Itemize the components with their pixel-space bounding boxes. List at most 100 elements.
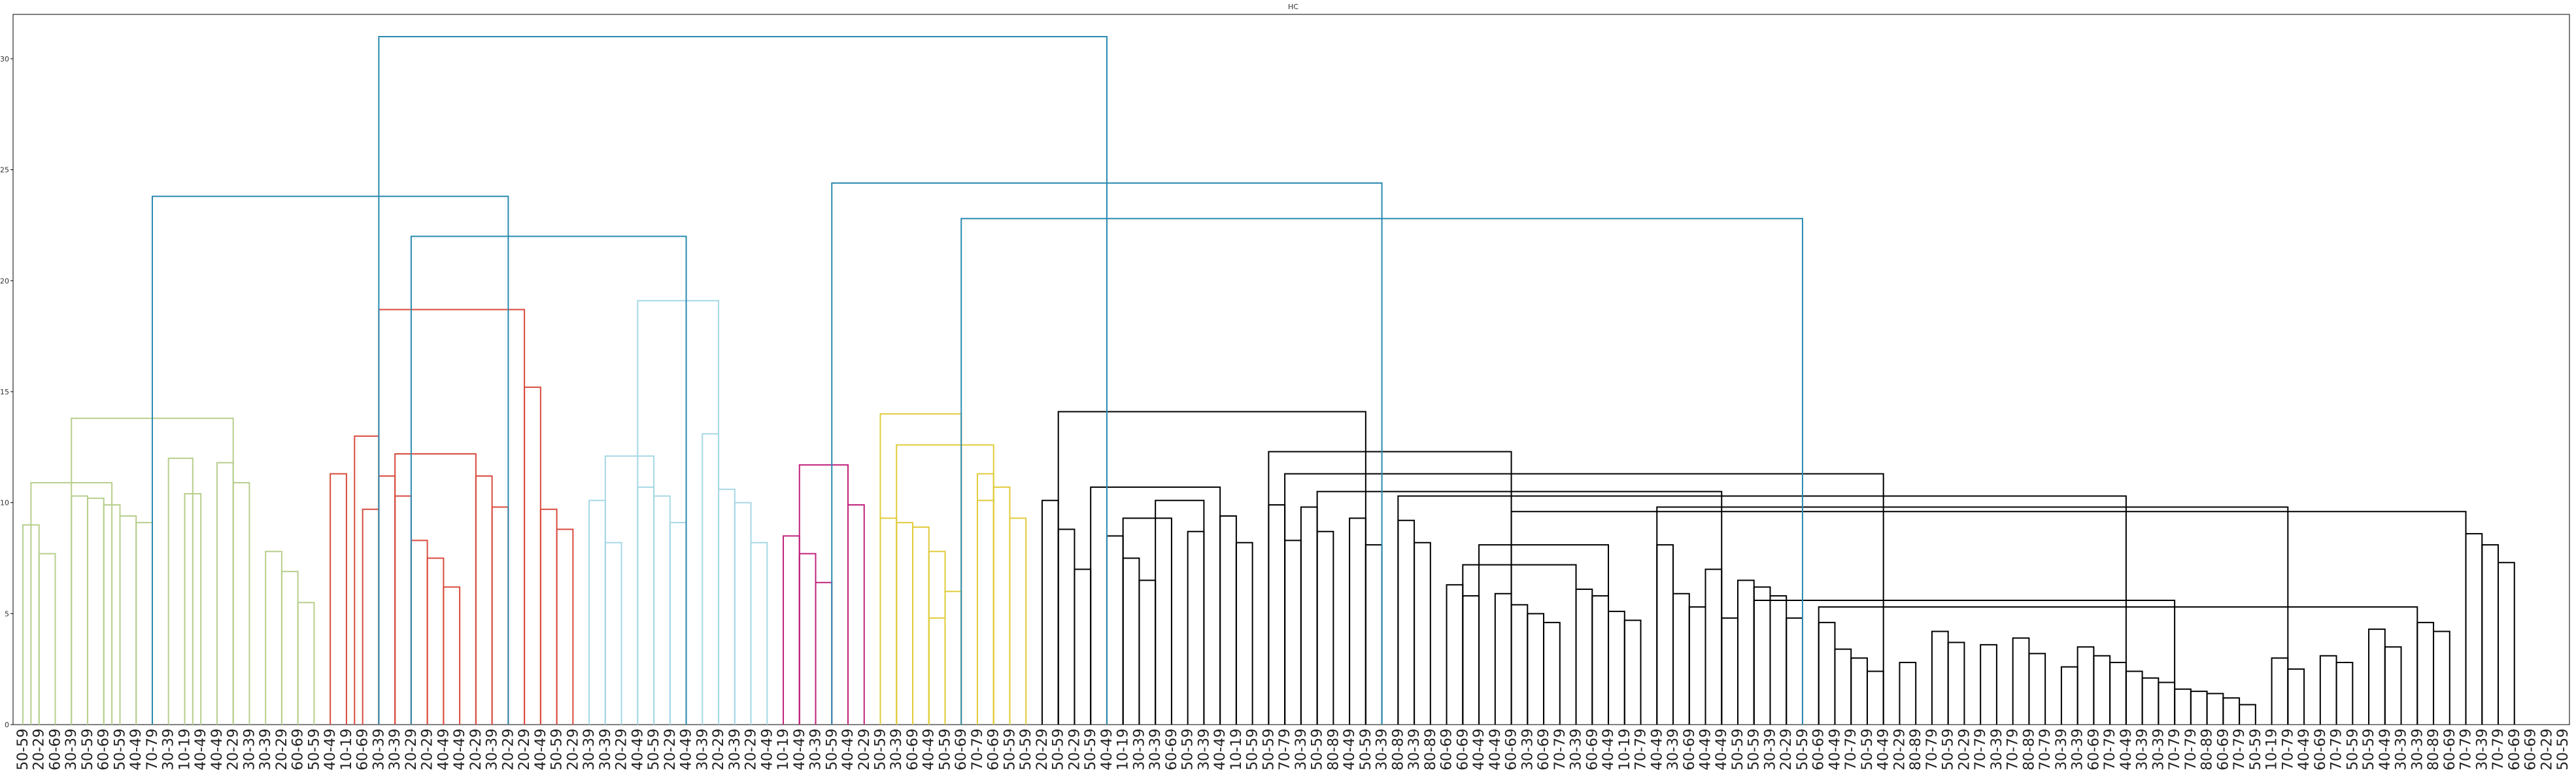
dendrogram-link-black bbox=[2109, 661, 2127, 725]
leaf-label: 60-69 bbox=[1455, 729, 1471, 770]
dendrogram-link-black bbox=[1543, 621, 1561, 725]
leaf-label: 60-69 bbox=[1682, 729, 1698, 770]
leaf-label: 60-69 bbox=[355, 729, 371, 770]
leaf-label: 70-79 bbox=[2329, 729, 2345, 770]
dendrogram-link-lightblue bbox=[588, 500, 606, 725]
dendrogram-link-black bbox=[2287, 668, 2305, 725]
leaf-label: 60-69 bbox=[47, 729, 63, 770]
dendrogram-link-green bbox=[86, 497, 105, 725]
leaf-label: 40-49 bbox=[1876, 729, 1892, 770]
y-tick-label: 15 bbox=[0, 388, 9, 396]
dendrogram-link-black bbox=[1656, 544, 1674, 725]
leaf-label: 80-89 bbox=[1423, 729, 1439, 770]
dendrogram-link-lightblue bbox=[718, 489, 736, 725]
leaf-label: 40-49 bbox=[1342, 729, 1358, 770]
leaf-label: 30-39 bbox=[1406, 729, 1423, 770]
dendrogram-link-black bbox=[1834, 648, 1852, 725]
dendrogram-link-green bbox=[71, 495, 88, 725]
dendrogram-link-red bbox=[556, 528, 574, 725]
dendrogram-link-black bbox=[1122, 557, 1140, 725]
dendrogram-link-black bbox=[1656, 506, 2289, 725]
dendrogram-link-black bbox=[2384, 646, 2402, 725]
dendrogram-link-red bbox=[539, 508, 558, 725]
leaf-label: 30-39 bbox=[2150, 729, 2167, 770]
dendrogram-link-black bbox=[2433, 630, 2450, 725]
leaf-label: 40-49 bbox=[322, 729, 339, 770]
dendrogram-link-black bbox=[1122, 517, 1172, 725]
leaf-label: 20-29 bbox=[517, 729, 533, 770]
dendrogram-link-black bbox=[1786, 617, 1803, 725]
dendrogram-link-black bbox=[1753, 586, 1771, 725]
leaf-label: 30-39 bbox=[2054, 729, 2070, 770]
leaf-label: 40-49 bbox=[2377, 729, 2394, 770]
leaf-label: 20-29 bbox=[743, 729, 760, 770]
dendrogram-link-top bbox=[378, 35, 1108, 725]
leaf-label: 30-39 bbox=[1762, 729, 1778, 770]
leaf-label: 30-39 bbox=[581, 729, 598, 770]
dendrogram-link-yellow bbox=[896, 522, 913, 725]
dendrogram-link-black bbox=[1818, 606, 2418, 725]
leaf-label: 30-39 bbox=[598, 729, 614, 770]
dendrogram-link-black bbox=[1494, 593, 1512, 725]
leaf-label: 30-39 bbox=[1568, 729, 1585, 770]
leaf-label: 30-39 bbox=[161, 729, 177, 770]
leaf-label: 30-39 bbox=[241, 729, 258, 770]
dendrogram-link-black bbox=[1235, 541, 1253, 725]
dendrogram-link-green bbox=[280, 570, 299, 725]
dendrogram-link-red bbox=[378, 309, 526, 725]
dendrogram-link-black bbox=[1138, 579, 1157, 725]
leaf-label: 70-79 bbox=[970, 729, 986, 770]
dendrogram-link-black bbox=[1980, 644, 1997, 725]
dendrogram-link-black bbox=[2206, 693, 2224, 725]
leaf-label: 40-49 bbox=[1827, 729, 1843, 770]
leaf-label: 20-29 bbox=[2539, 729, 2555, 770]
leaf-label: 60-69 bbox=[1439, 729, 1455, 770]
dendrogram-link-red bbox=[475, 475, 493, 725]
dendrogram-link-black bbox=[1850, 657, 1868, 725]
dendrogram-link-black bbox=[2319, 655, 2337, 725]
dendrogram-link-black bbox=[1397, 519, 1415, 725]
dendrogram-link-black bbox=[1623, 619, 1642, 725]
leaf-label: 50-59 bbox=[1018, 729, 1034, 770]
leaf-label: 70-79 bbox=[144, 729, 161, 770]
leaf-label: 50-59 bbox=[1940, 729, 1957, 770]
leaf-label: 70-79 bbox=[1924, 729, 1940, 770]
leaf-label: 60-69 bbox=[1811, 729, 1827, 770]
leaf-label: 30-39 bbox=[2394, 729, 2410, 770]
dendrogram-link-red bbox=[394, 453, 477, 725]
leaf-label: 50-59 bbox=[1795, 729, 1811, 770]
dendrogram-link-black bbox=[1090, 486, 1221, 725]
dendrogram-link-black bbox=[2222, 697, 2241, 725]
leaf-label: 70-79 bbox=[2280, 729, 2296, 770]
leaf-label: 40-49 bbox=[1649, 729, 1665, 770]
dendrogram-link-red bbox=[394, 495, 412, 725]
dendrogram-link-green bbox=[167, 457, 194, 725]
chart-title: HC bbox=[1288, 3, 1298, 11]
leaf-label: 10-19 bbox=[775, 729, 792, 770]
leaf-label: 50-59 bbox=[15, 729, 31, 770]
dendrogram-link-lightblue bbox=[653, 495, 671, 725]
dendrogram-link-lightblue bbox=[604, 541, 622, 725]
leaf-label: 60-69 bbox=[290, 729, 307, 770]
leaf-label: 10-19 bbox=[339, 729, 355, 770]
leaf-label: 30-39 bbox=[1374, 729, 1391, 770]
leaf-label: 40-49 bbox=[840, 729, 856, 770]
dendrogram-link-black bbox=[2141, 677, 2160, 725]
leaf-label: 70-79 bbox=[1633, 729, 1650, 770]
leaf-label: 50-59 bbox=[2248, 729, 2264, 770]
dendrogram-link-black bbox=[1219, 515, 1237, 725]
leaf-label: 50-59 bbox=[872, 729, 889, 770]
dendrogram-link-black bbox=[1106, 535, 1124, 725]
dendrogram-link-yellow bbox=[992, 486, 1011, 725]
leaf-label: 20-29 bbox=[856, 729, 873, 770]
dendrogram-link-black bbox=[2174, 688, 2192, 725]
dendrogram-link-black bbox=[2271, 657, 2289, 725]
dendrogram-link-black bbox=[1041, 500, 1059, 725]
dendrogram-link-yellow bbox=[928, 551, 946, 725]
dendrogram-link-green bbox=[216, 462, 234, 725]
leaf-label: 30-39 bbox=[2474, 729, 2490, 770]
leaf-label: 60-69 bbox=[2086, 729, 2102, 770]
leaf-label: 30-39 bbox=[808, 729, 824, 770]
dendrogram-link-black bbox=[1268, 504, 1286, 725]
dendrogram-link-black bbox=[1931, 630, 1949, 725]
